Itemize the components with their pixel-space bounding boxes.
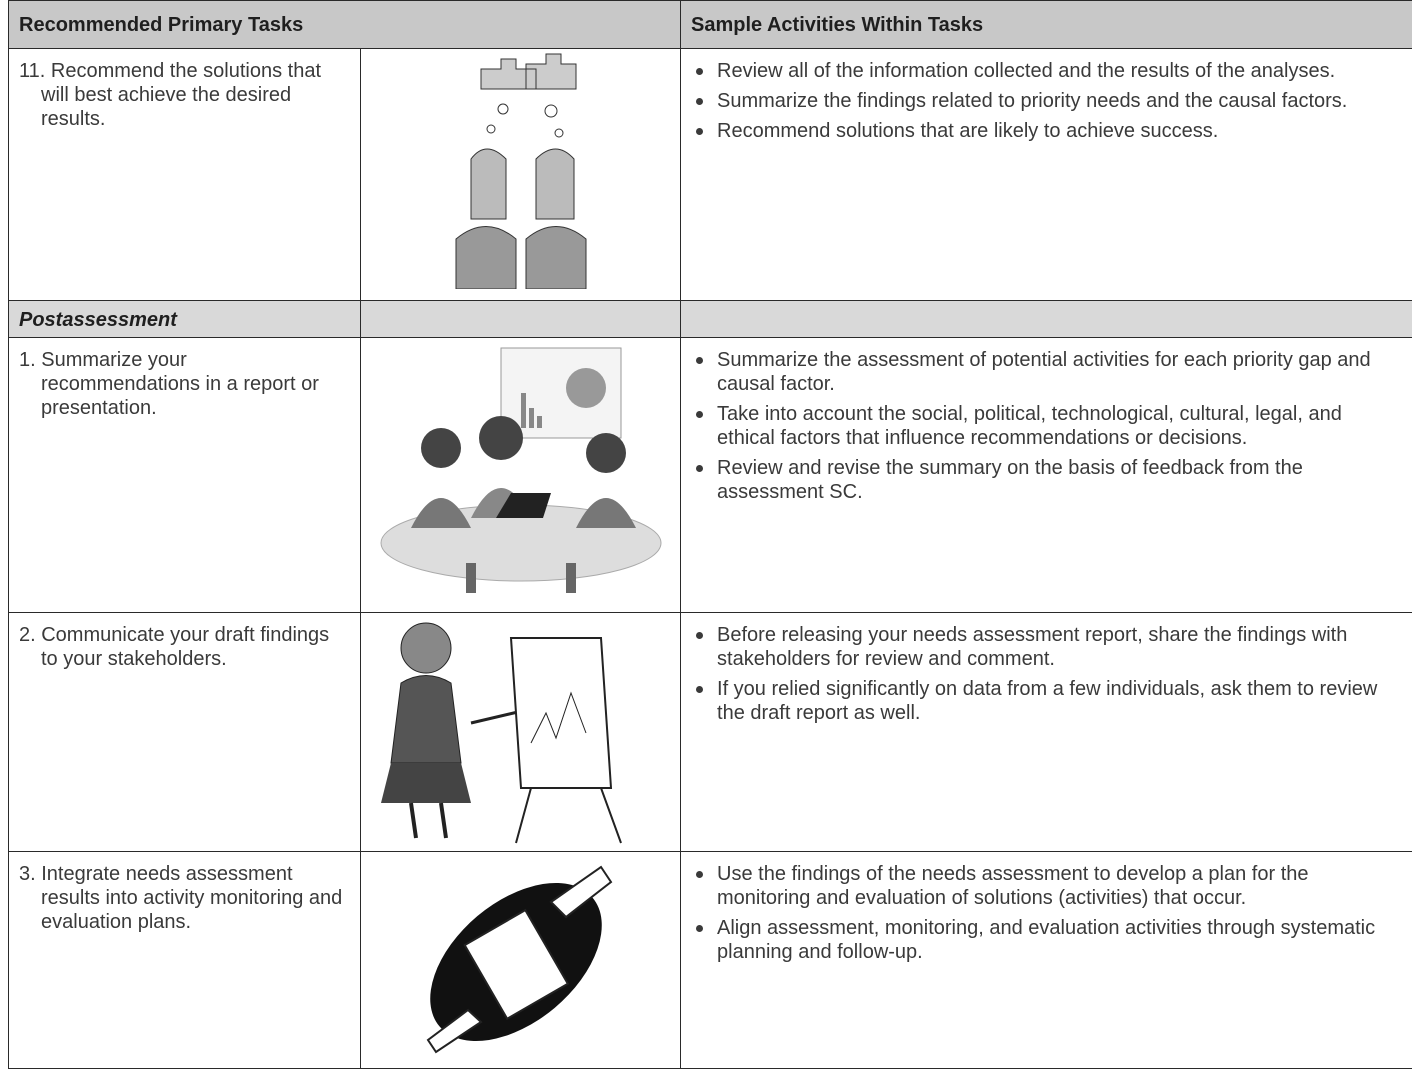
activity-item: Review and revise the summary on the bas…	[691, 456, 1402, 504]
activities: Before releasing your needs assessment r…	[691, 623, 1402, 725]
header-row: Recommended Primary Tasks Sample Activit…	[9, 1, 1412, 49]
activity-item: Align assessment, monitoring, and evalua…	[691, 916, 1402, 964]
activity-item: Before releasing your needs assessment r…	[691, 623, 1402, 671]
task-text: 2. Communicate your draft findings to yo…	[19, 623, 350, 671]
empty-cell	[681, 301, 1412, 338]
picture-cell	[361, 613, 681, 852]
activity-item: If you relied significantly on data from…	[691, 677, 1402, 725]
picture-cell	[361, 852, 681, 1069]
illustration-presenter	[371, 613, 671, 845]
activity-item: Summarize the assessment of potential ac…	[691, 348, 1402, 396]
activities: Review all of the information collected …	[691, 59, 1402, 143]
row: 3. Integrate needs assessment results in…	[9, 852, 1412, 1069]
activities: Summarize the assessment of potential ac…	[691, 348, 1402, 504]
activities-cell: Review all of the information collected …	[681, 49, 1412, 301]
empty-cell	[361, 301, 681, 338]
activities-cell: Summarize the assessment of potential ac…	[681, 338, 1412, 613]
section-row: Postassessment	[9, 301, 1412, 338]
activity-item: Use the findings of the needs assessment…	[691, 862, 1402, 910]
picture-cell	[361, 49, 681, 301]
header-cell: Recommended Primary Tasks	[9, 1, 681, 49]
activities-cell: Use the findings of the needs assessment…	[681, 852, 1412, 1069]
row: 2. Communicate your draft findings to yo…	[9, 613, 1412, 852]
section-cell: Postassessment	[9, 301, 361, 338]
row: 1. Summarize your recommendations in a r…	[9, 338, 1412, 613]
task-text: 11. Recommend the solutions that will be…	[19, 59, 350, 131]
activities: Use the findings of the needs assessment…	[691, 862, 1402, 964]
header-cell: Sample Activities Within Tasks	[681, 1, 1412, 49]
activity-item: Take into account the social, political,…	[691, 402, 1402, 450]
activity-item: Recommend solutions that are likely to a…	[691, 119, 1402, 143]
picture-cell	[361, 338, 681, 613]
task-cell: 3. Integrate needs assessment results in…	[9, 852, 361, 1069]
task-text: 1. Summarize your recommendations in a r…	[19, 348, 350, 420]
illustration-handoff	[401, 852, 641, 1062]
task-cell: 1. Summarize your recommendations in a r…	[9, 338, 361, 613]
activities-cell: Before releasing your needs assessment r…	[681, 613, 1412, 852]
illustration-men	[441, 49, 601, 289]
task-text: 3. Integrate needs assessment results in…	[19, 862, 350, 934]
activity-item: Review all of the information collected …	[691, 59, 1402, 83]
illustration-meeting	[371, 338, 671, 598]
row: 11. Recommend the solutions that will be…	[9, 49, 1412, 301]
task-table: Recommended Primary Tasks Sample Activit…	[8, 0, 1412, 1069]
task-cell: 2. Communicate your draft findings to yo…	[9, 613, 361, 852]
activity-item: Summarize the findings related to priori…	[691, 89, 1402, 113]
task-cell: 11. Recommend the solutions that will be…	[9, 49, 361, 301]
